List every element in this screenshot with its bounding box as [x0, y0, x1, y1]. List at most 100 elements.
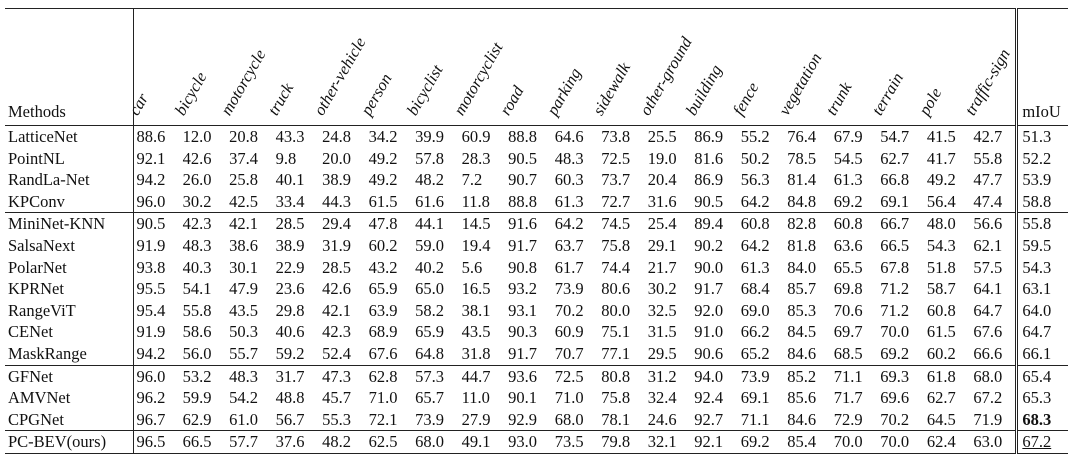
column-header: road	[496, 8, 552, 126]
score-cell: 91.9	[136, 235, 166, 255]
score-cell: 38.6	[229, 235, 258, 255]
column-header: other-ground	[635, 8, 695, 126]
score-cell: 67.8	[880, 257, 910, 277]
score-cell: 74.4	[601, 257, 631, 277]
score-cell: 64.1	[973, 279, 1003, 299]
score-cell: 68.0	[415, 432, 445, 452]
column-header: Methods	[5, 8, 134, 126]
score-cell: 30.2	[647, 279, 677, 299]
score-cell: 49.2	[368, 148, 398, 168]
table-row: CENet 91.9 58.6 50.3 40.6 42.3 68.9 65.9 43.5 90.…	[5, 321, 1068, 343]
score-cell: 91.6	[508, 214, 538, 234]
score-cell: 91.9	[136, 322, 166, 342]
score-cell: 20.0	[322, 148, 351, 168]
score-cell: 47.7	[973, 170, 1003, 190]
score-cell: 69.1	[880, 191, 910, 211]
row-group: GFNet 96.0 53.2 48.3 31.7 47.3 62.8 57.3 44.7 93.…	[5, 365, 1068, 431]
score-cell: 54.1	[182, 279, 212, 299]
score-cell: 84.6	[787, 409, 817, 429]
score-cell: 48.3	[182, 235, 212, 255]
score-cell: 86.9	[694, 170, 724, 190]
score-cell: 67.9	[833, 127, 863, 146]
score-cell: 95.5	[136, 279, 166, 299]
score-cell: 26.0	[182, 170, 212, 190]
score-cell: 61.3	[740, 257, 770, 277]
score-cell: 70.0	[880, 322, 910, 342]
score-cell: 66.5	[880, 235, 910, 255]
score-cell: 72.1	[368, 409, 398, 429]
miou-cell: 65.3	[1015, 387, 1068, 409]
score-cell: 91.0	[694, 322, 724, 342]
method-name: CPGNet	[5, 408, 134, 431]
score-cell: 42.3	[322, 322, 351, 342]
score-cell: 57.5	[973, 257, 1003, 277]
score-cell: 61.3	[554, 191, 584, 211]
score-cell: 69.2	[740, 432, 770, 452]
score-cell: 31.7	[275, 366, 305, 386]
method-name: RandLa-Net	[5, 169, 134, 191]
score-cell: 30.1	[229, 257, 258, 277]
score-cell: 85.3	[787, 300, 817, 320]
score-cell: 90.5	[136, 214, 166, 234]
score-cell: 64.2	[740, 235, 770, 255]
score-cell: 93.2	[508, 279, 538, 299]
score-cell: 62.8	[368, 366, 398, 386]
score-cell: 70.2	[880, 409, 910, 429]
score-cell: 93.8	[136, 257, 166, 277]
score-cell: 48.3	[229, 366, 258, 386]
score-cell: 28.5	[322, 257, 351, 277]
method-name: LatticeNet	[5, 125, 134, 148]
score-cell: 21.7	[647, 257, 677, 277]
score-cell: 75.8	[601, 235, 631, 255]
miou-cell: 58.8	[1015, 190, 1068, 213]
score-cell: 58.6	[182, 322, 212, 342]
score-cell: 38.1	[461, 300, 491, 320]
score-cell: 60.9	[461, 127, 491, 146]
table-row: AMVNet 96.2 59.9 54.2 48.8 45.7 71.0 65.7 11.0 90…	[5, 387, 1068, 409]
miou-cell: 55.8	[1015, 212, 1068, 235]
score-cell: 42.3	[182, 214, 212, 234]
score-cell: 56.6	[973, 214, 1003, 234]
method-name: RangeViT	[5, 299, 134, 322]
score-cell: 96.2	[136, 388, 166, 408]
score-cell: 90.1	[508, 388, 538, 408]
column-header: bicycle	[170, 8, 227, 126]
score-cell: 61.5	[926, 322, 956, 342]
score-cell: 5.6	[461, 257, 483, 277]
table-row: KPRNet 95.5 54.1 47.9 23.6 42.6 65.9 65.0 16.5 93…	[5, 278, 1068, 300]
method-name: KPRNet	[5, 278, 134, 300]
score-cell: 90.0	[694, 257, 724, 277]
score-cell: 55.3	[322, 409, 351, 429]
score-cell: 22.9	[275, 257, 305, 277]
score-cell: 43.2	[368, 257, 398, 277]
score-cell: 29.4	[322, 214, 351, 234]
score-cell: 65.5	[833, 257, 863, 277]
score-cell: 69.1	[740, 388, 770, 408]
score-cell: 60.2	[926, 343, 956, 363]
miou-cell: 64.7	[1015, 321, 1068, 343]
score-cell: 88.6	[136, 127, 166, 146]
score-cell: 31.2	[647, 366, 677, 386]
table-row: GFNet 96.0 53.2 48.3 31.7 47.3 62.8 57.3 44.7 93.…	[5, 365, 1068, 388]
score-cell: 96.0	[136, 191, 166, 211]
score-cell: 72.9	[833, 409, 863, 429]
score-cell: 90.8	[508, 257, 538, 277]
score-cell: 74.5	[601, 214, 631, 234]
score-cell: 42.6	[322, 279, 351, 299]
score-cell: 54.5	[833, 148, 863, 168]
score-cell: 49.1	[461, 432, 491, 452]
score-cell: 94.0	[694, 366, 724, 386]
score-cell: 50.2	[740, 148, 770, 168]
score-cell: 71.0	[554, 388, 584, 408]
score-cell: 66.7	[880, 214, 910, 234]
table-row: RangeViT 95.4 55.8 43.5 29.8 42.1 63.9 58.2 38.1…	[5, 299, 1068, 322]
miou-cell: 54.3	[1015, 256, 1068, 279]
method-name: MiniNet-KNN	[5, 212, 134, 235]
column-header: sidewalk	[589, 8, 645, 126]
score-cell: 62.9	[182, 409, 212, 429]
score-cell: 42.5	[229, 191, 258, 211]
score-cell: 58.2	[415, 300, 445, 320]
score-cell: 80.0	[601, 300, 631, 320]
score-cell: 84.6	[787, 343, 817, 363]
score-cell: 93.0	[508, 432, 538, 452]
